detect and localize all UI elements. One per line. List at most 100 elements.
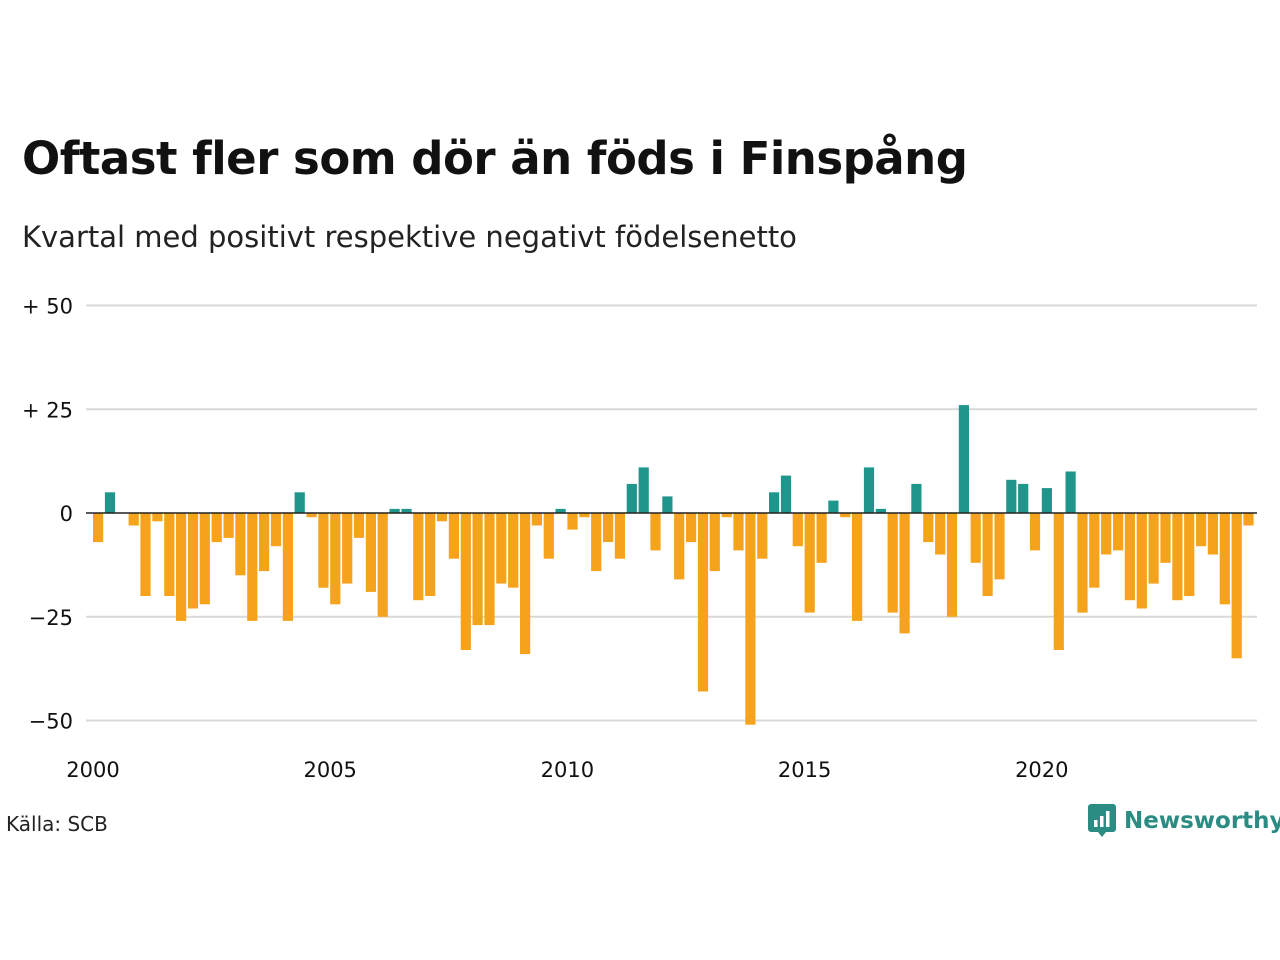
bar [259, 513, 270, 572]
bar [508, 513, 519, 588]
bar [223, 513, 234, 538]
bar [152, 513, 163, 522]
bar [199, 513, 210, 605]
bar [1077, 513, 1088, 613]
y-tick-label: + 25 [22, 398, 73, 422]
bar-chart: + 50 + 25 0 −25 −50 2000 2005 2010 2015 2020 [22, 295, 1257, 782]
bar [1065, 471, 1076, 513]
bar [709, 513, 720, 572]
bar [745, 513, 756, 725]
bar [1207, 513, 1218, 555]
bar [757, 513, 768, 559]
source-note: Källa: SCB [6, 812, 108, 836]
bar [816, 513, 827, 563]
bar [1101, 513, 1112, 555]
bar [923, 513, 934, 543]
bar [982, 513, 993, 596]
bar [436, 513, 448, 522]
bar [235, 513, 246, 576]
bar [946, 513, 958, 617]
bar [1148, 513, 1159, 584]
brand[interactable]: Newsworthy [1088, 804, 1280, 838]
y-axis-labels: + 50 + 25 0 −25 −50 [22, 295, 73, 734]
bar [211, 513, 222, 543]
bar [342, 513, 353, 584]
bar [377, 513, 388, 617]
bar [472, 513, 483, 626]
bar [614, 513, 625, 559]
bar [496, 513, 507, 584]
bar [911, 483, 922, 513]
bar [1231, 513, 1242, 659]
bar [484, 513, 495, 626]
chart-subtitle: Kvartal med positivt respektive negativt… [22, 220, 797, 254]
bar [1113, 513, 1124, 551]
bar [804, 513, 815, 613]
bar [958, 405, 969, 513]
bar [353, 513, 365, 538]
bar [1172, 513, 1183, 601]
bar [1124, 513, 1135, 601]
bar [579, 513, 590, 518]
y-tick-label: −25 [29, 606, 73, 630]
bar [270, 513, 282, 547]
bar [1160, 513, 1171, 563]
bar [769, 492, 780, 514]
bar [638, 467, 649, 514]
bar [425, 513, 436, 596]
bar [935, 513, 946, 555]
bar [875, 508, 886, 514]
bar [899, 513, 910, 634]
bar [294, 492, 305, 514]
bar [1136, 513, 1147, 609]
bar [970, 513, 981, 563]
bar [187, 513, 199, 609]
bar [603, 513, 614, 543]
bar [176, 513, 187, 621]
bars [93, 405, 1254, 725]
bar [852, 513, 863, 621]
newsworthy-logo-icon [1088, 804, 1116, 837]
bar [104, 492, 116, 514]
bar [733, 513, 744, 551]
bar [531, 513, 542, 526]
y-tick-label: −50 [29, 710, 73, 734]
bar [389, 508, 400, 514]
x-tick-label: 2020 [1015, 758, 1068, 782]
bar [1184, 513, 1195, 596]
bar [1006, 479, 1017, 513]
bar [1243, 513, 1254, 526]
bar [650, 513, 661, 551]
bar [460, 513, 471, 650]
bar [697, 513, 709, 692]
bar [140, 513, 151, 596]
bar [164, 513, 175, 596]
bar [318, 513, 329, 588]
x-tick-label: 2005 [303, 758, 356, 782]
bar [721, 513, 732, 518]
x-axis-labels: 2000 2005 2010 2015 2020 [66, 758, 1068, 782]
bar [247, 513, 258, 621]
bar [306, 513, 317, 518]
bar [1053, 513, 1064, 650]
bar [662, 496, 673, 513]
bar [591, 513, 602, 572]
bar [567, 513, 578, 530]
x-tick-label: 2000 [66, 758, 119, 782]
bar [555, 508, 566, 514]
bar [863, 467, 875, 514]
bar [93, 513, 104, 543]
bar [1041, 488, 1052, 513]
bar [792, 513, 803, 547]
bar [128, 513, 139, 526]
bar [330, 513, 341, 605]
bar [994, 513, 1005, 580]
bar [686, 513, 697, 543]
bar [448, 513, 459, 559]
bar [365, 513, 376, 592]
bar [840, 513, 851, 518]
bar [413, 513, 424, 601]
bar [1196, 513, 1207, 547]
bar [520, 513, 531, 655]
bar [1018, 483, 1029, 513]
